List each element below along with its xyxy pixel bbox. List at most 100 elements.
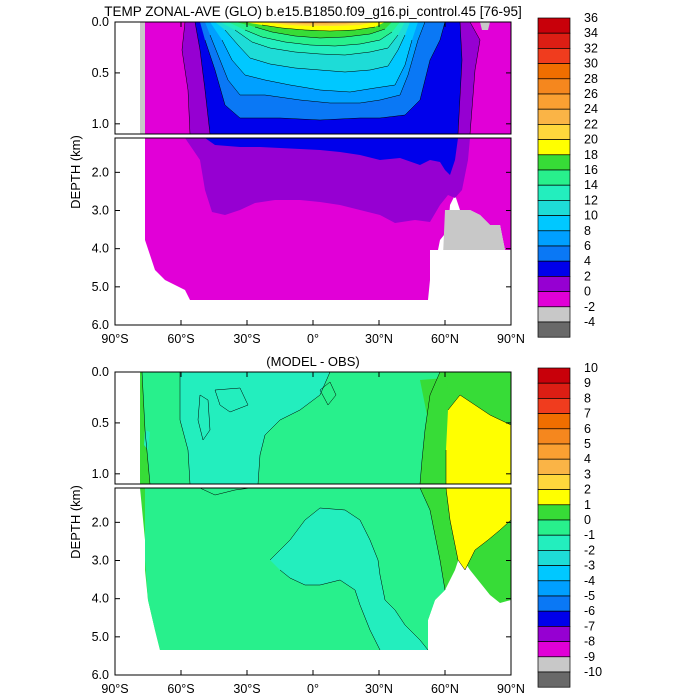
y-tick-label: 0.5 bbox=[92, 416, 109, 430]
colorbar-swatch bbox=[537, 260, 571, 277]
colorbar-label: 12 bbox=[584, 193, 598, 207]
top-contour-lines bbox=[181, 22, 481, 134]
colorbar-label: -7 bbox=[584, 619, 595, 633]
y-tick-label: 4.0 bbox=[92, 242, 109, 256]
colorbar-label: -2 bbox=[584, 543, 595, 557]
bottom-lower-mask bbox=[145, 650, 511, 675]
colorbar-label: 7 bbox=[584, 407, 591, 421]
colorbar-swatch bbox=[537, 519, 571, 536]
colorbar-label: 6 bbox=[584, 422, 591, 436]
colorbar-swatch bbox=[537, 595, 571, 612]
bottom-patch-neg-a bbox=[198, 395, 210, 440]
top-upper-contours bbox=[140, 22, 511, 134]
colorbar-label: -10 bbox=[584, 665, 602, 679]
colorbar-swatch bbox=[537, 610, 571, 627]
bottom-patch-neg-b bbox=[215, 388, 248, 412]
colorbar-swatch bbox=[537, 306, 571, 323]
y-tick-label: 2.0 bbox=[92, 515, 109, 529]
colorbar-label: 34 bbox=[584, 26, 598, 40]
bottom-fill-minus1 bbox=[180, 372, 330, 484]
colorbar-label: 32 bbox=[584, 41, 598, 55]
colorbar-swatch bbox=[537, 489, 571, 506]
bottom-panel-title: (MODEL - OBS) bbox=[266, 354, 359, 369]
colorbar-swatch bbox=[537, 398, 571, 414]
bottom-lower-gt3 bbox=[446, 488, 511, 570]
bottom-panel: (MODEL - OBS) bbox=[68, 354, 525, 696]
colorbar-swatch bbox=[537, 580, 571, 597]
colorbar-swatch bbox=[537, 382, 571, 399]
colorbar-swatch bbox=[537, 63, 571, 80]
colorbar-swatch bbox=[537, 108, 571, 125]
bottom-patch-gt3 bbox=[446, 395, 511, 484]
top-axes-ticks: 0.0 0.5 1.0 2.0 3.0 4.0 5.0 6.090°S 60°S 30°S 0° 30… bbox=[92, 15, 525, 346]
x-tick-label: 60°S bbox=[167, 332, 194, 346]
bottom-axes-ticks: 0.0 0.5 1.0 2.0 3.0 4.0 5.0 6.090°S 60°S 30°S 0° 30… bbox=[92, 365, 525, 696]
colorbar-swatch bbox=[537, 413, 571, 430]
x-tick-label: 90°N bbox=[497, 332, 525, 346]
colorbar-label: -1 bbox=[584, 528, 595, 542]
colorbar-label: 14 bbox=[584, 178, 598, 192]
colorbar-swatch bbox=[537, 443, 571, 460]
colorbar-label: 10 bbox=[584, 361, 598, 375]
colorbar-label: 4 bbox=[584, 452, 591, 466]
colorbar-swatch bbox=[537, 154, 571, 171]
colorbar-label: -5 bbox=[584, 589, 595, 603]
colorbar-label: 22 bbox=[584, 117, 598, 131]
colorbar-swatch bbox=[537, 78, 571, 95]
x-tick-label: 90°S bbox=[101, 332, 128, 346]
colorbar-label: 24 bbox=[584, 102, 598, 116]
colorbar-label: 1 bbox=[584, 498, 591, 512]
x-tick-label: 30°N bbox=[365, 332, 393, 346]
colorbar-swatch bbox=[537, 428, 571, 445]
top-lower-mask bbox=[145, 300, 428, 325]
bottom-lower-contour-lines bbox=[199, 488, 511, 651]
bottom-lower-contours bbox=[140, 488, 511, 675]
colorbar-swatch bbox=[537, 626, 571, 642]
colorbar-label: 16 bbox=[584, 163, 598, 177]
x-tick-label: 90°N bbox=[497, 682, 525, 696]
colorbar-swatch bbox=[537, 276, 571, 292]
bottom-patch-2 bbox=[420, 378, 450, 484]
x-tick-label: 60°N bbox=[431, 682, 459, 696]
colorbar-label: -3 bbox=[584, 559, 595, 573]
colorbar-label: 36 bbox=[584, 11, 598, 25]
colorbar-label: 0 bbox=[584, 513, 591, 527]
y-tick-label: 3.0 bbox=[92, 204, 109, 218]
y-tick-label: 1.0 bbox=[92, 117, 109, 131]
colorbar-label: -9 bbox=[584, 650, 595, 664]
x-tick-label: 30°N bbox=[365, 682, 393, 696]
x-tick-label: 30°S bbox=[233, 332, 260, 346]
colorbar-label: 28 bbox=[584, 72, 598, 86]
top-panel-title: TEMP ZONAL-AVE (GLO) b.e15.B1850.f09_g16… bbox=[104, 4, 521, 19]
bottom-upper-contours bbox=[140, 372, 511, 484]
colorbar-label: 2 bbox=[584, 269, 591, 283]
colorbar-label: 8 bbox=[584, 391, 591, 405]
x-tick-label: 60°S bbox=[167, 682, 194, 696]
y-tick-label: 2.0 bbox=[92, 165, 109, 179]
bottom-lower-mask-right bbox=[500, 603, 511, 650]
colorbar-label: 20 bbox=[584, 133, 598, 147]
colorbar-label: -6 bbox=[584, 604, 595, 618]
colorbar-label: 18 bbox=[584, 148, 598, 162]
colorbar-swatch bbox=[537, 565, 571, 582]
colorbar-swatch bbox=[537, 534, 571, 551]
colorbar-swatch bbox=[537, 124, 571, 140]
colorbar-label: 30 bbox=[584, 57, 598, 71]
colorbar-swatch bbox=[537, 230, 571, 247]
colorbar-label: 9 bbox=[584, 376, 591, 390]
colorbar-label: 8 bbox=[584, 224, 591, 238]
colorbar-swatch bbox=[537, 17, 571, 34]
colorbar-swatch bbox=[537, 656, 571, 673]
colorbar-swatch bbox=[537, 458, 571, 475]
y-tick-label: 0.0 bbox=[92, 15, 109, 29]
colorbar-swatch bbox=[537, 48, 571, 64]
bottom-ylabel: DEPTH (km) bbox=[68, 485, 83, 559]
top-ylabel: DEPTH (km) bbox=[68, 135, 83, 209]
colorbar-swatch bbox=[537, 184, 571, 201]
colorbar-swatch bbox=[537, 32, 571, 49]
colorbar-swatch bbox=[537, 291, 571, 308]
colorbar-swatch bbox=[537, 367, 571, 384]
colorbar-label: -2 bbox=[584, 300, 595, 314]
colorbar-swatch bbox=[537, 169, 571, 186]
